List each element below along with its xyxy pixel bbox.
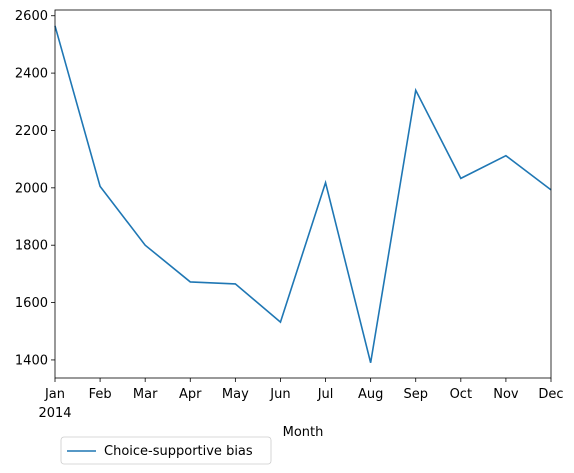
y-tick-label: 2000 <box>15 181 48 196</box>
x-tick-label: Mar <box>133 387 158 402</box>
x-axis-label: Month <box>283 425 324 440</box>
series-line <box>54 25 552 363</box>
x-tick-label: Jan <box>44 387 65 402</box>
y-tick-label: 2200 <box>15 124 48 139</box>
y-tick-label: 1600 <box>15 296 48 311</box>
y-tick-label: 2400 <box>15 67 48 82</box>
x-tick-label: Oct <box>450 387 472 402</box>
legend-label: Choice-supportive bias <box>104 444 253 459</box>
x-tick-label: Nov <box>493 387 519 402</box>
x-tick-label: Feb <box>89 387 112 402</box>
x-axis-year-label: 2014 <box>38 406 71 421</box>
x-tick-label: Dec <box>538 387 563 402</box>
x-tick-label: Jun <box>269 387 290 402</box>
y-tick-label: 1400 <box>15 353 48 368</box>
x-axis: Jan Feb Mar Apr May Jun Jul Aug Sep Oct Nov Dec <box>44 378 564 402</box>
y-tick-label: 2600 <box>15 9 48 24</box>
legend-box <box>60 436 272 465</box>
x-tick-label: Apr <box>179 387 202 402</box>
x-tick-label: May <box>222 387 249 402</box>
x-tick-label: Sep <box>403 387 428 402</box>
y-tick-label: 1800 <box>15 239 48 254</box>
plot-frame <box>54 9 552 379</box>
y-axis: 1400 1600 1800 2000 2200 2400 2600 <box>15 9 55 368</box>
legend: Choice-supportive bias <box>60 436 272 465</box>
x-tick-label: Aug <box>358 387 383 402</box>
x-tick-label: Jul <box>317 387 334 402</box>
